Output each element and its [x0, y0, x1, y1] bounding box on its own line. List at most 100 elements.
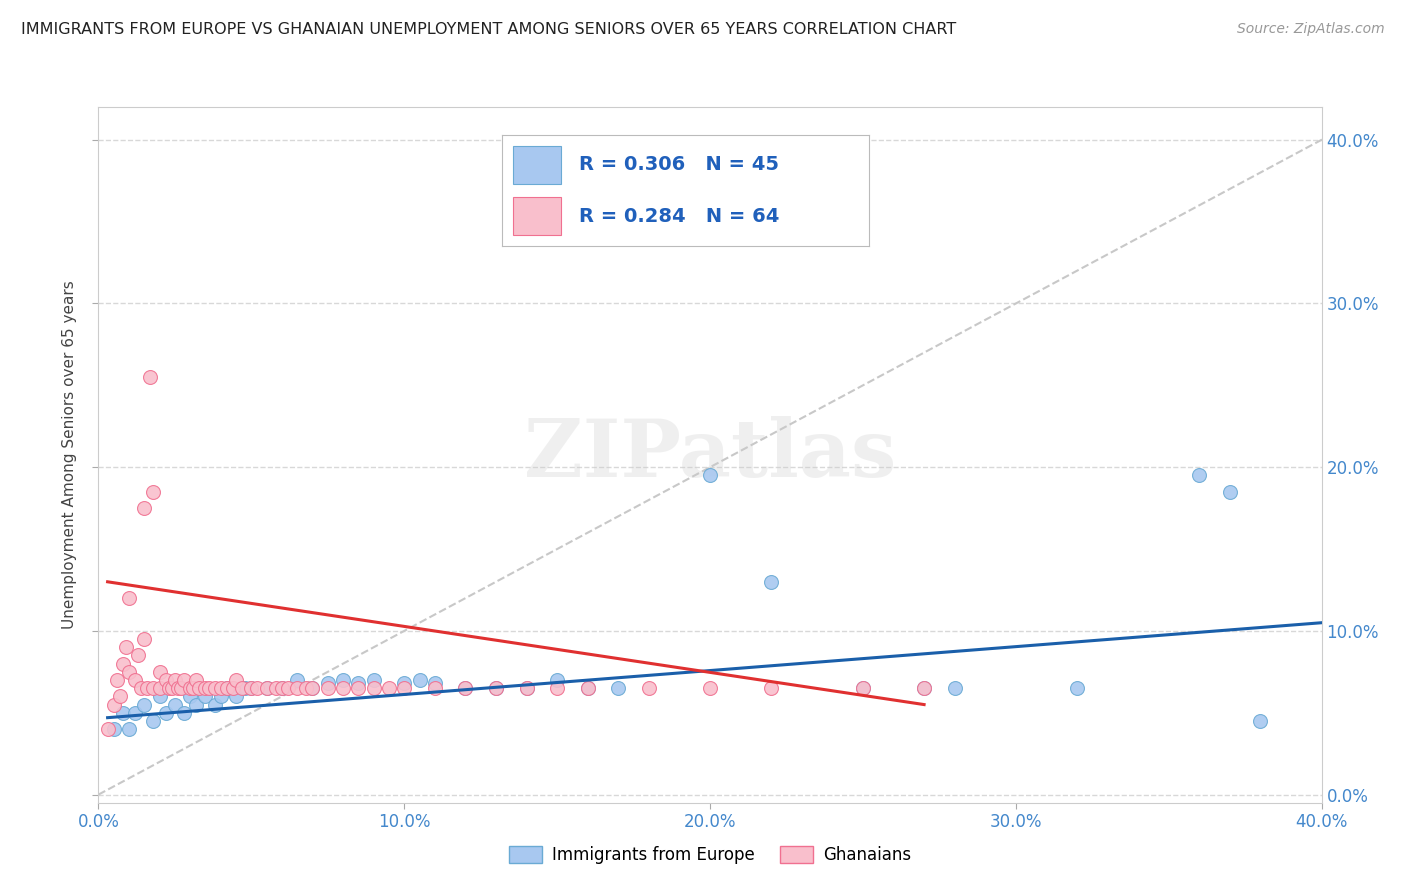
Point: [759, 574, 782, 589]
Point: [142, 714, 165, 728]
Point: [423, 676, 446, 690]
Point: [454, 681, 477, 696]
Point: [759, 681, 782, 696]
Point: [139, 370, 162, 384]
Point: [852, 681, 875, 696]
Point: [285, 673, 308, 687]
Point: [179, 690, 201, 704]
Text: Source: ZipAtlas.com: Source: ZipAtlas.com: [1237, 22, 1385, 37]
Point: [408, 673, 430, 687]
Point: [115, 640, 138, 655]
Point: [197, 681, 219, 696]
Point: [97, 722, 120, 736]
Point: [295, 681, 318, 696]
Point: [157, 681, 180, 696]
Point: [134, 632, 156, 646]
Point: [118, 665, 141, 679]
Point: [111, 657, 134, 671]
Point: [607, 681, 630, 696]
Point: [160, 681, 183, 696]
Point: [943, 681, 966, 696]
Point: [699, 468, 721, 483]
Point: [347, 681, 370, 696]
Point: [454, 681, 477, 696]
Point: [1066, 681, 1088, 696]
Point: [240, 681, 263, 696]
Point: [163, 673, 186, 687]
Point: [149, 690, 172, 704]
Point: [546, 681, 568, 696]
Point: [149, 681, 172, 696]
Point: [270, 681, 292, 696]
Point: [118, 591, 141, 606]
Point: [204, 698, 226, 712]
Point: [127, 648, 149, 663]
Point: [485, 681, 508, 696]
Point: [392, 681, 416, 696]
Point: [231, 681, 253, 696]
Point: [392, 676, 416, 690]
Point: [194, 681, 217, 696]
Point: [134, 698, 156, 712]
Point: [118, 722, 141, 736]
Point: [285, 681, 308, 696]
Point: [240, 681, 263, 696]
Point: [516, 681, 538, 696]
Point: [173, 706, 195, 720]
Point: [155, 706, 177, 720]
Point: [332, 673, 354, 687]
Y-axis label: Unemployment Among Seniors over 65 years: Unemployment Among Seniors over 65 years: [62, 281, 77, 629]
Point: [155, 673, 177, 687]
Point: [194, 690, 217, 704]
Point: [277, 681, 299, 696]
Point: [246, 681, 269, 696]
Point: [699, 681, 721, 696]
Point: [576, 681, 599, 696]
Legend: Immigrants from Europe, Ghanaians: Immigrants from Europe, Ghanaians: [502, 839, 918, 871]
Point: [105, 673, 128, 687]
Point: [142, 681, 165, 696]
Point: [637, 681, 661, 696]
Point: [852, 681, 875, 696]
Point: [163, 698, 186, 712]
Point: [111, 706, 134, 720]
Point: [332, 681, 354, 696]
Point: [363, 673, 385, 687]
Point: [124, 673, 146, 687]
Point: [301, 681, 323, 696]
Text: IMMIGRANTS FROM EUROPE VS GHANAIAN UNEMPLOYMENT AMONG SENIORS OVER 65 YEARS CORR: IMMIGRANTS FROM EUROPE VS GHANAIAN UNEMP…: [21, 22, 956, 37]
Point: [222, 681, 245, 696]
Point: [347, 676, 370, 690]
Point: [423, 681, 446, 696]
Point: [576, 681, 599, 696]
Point: [215, 681, 238, 696]
Point: [912, 681, 935, 696]
Point: [270, 681, 292, 696]
Point: [546, 673, 568, 687]
Text: ZIPatlas: ZIPatlas: [524, 416, 896, 494]
Point: [256, 681, 278, 696]
Point: [103, 722, 125, 736]
Point: [124, 706, 146, 720]
Point: [209, 681, 232, 696]
Point: [485, 681, 508, 696]
Point: [1219, 484, 1241, 499]
Point: [149, 665, 172, 679]
Point: [170, 681, 193, 696]
Point: [136, 681, 159, 696]
Point: [363, 681, 385, 696]
Point: [209, 690, 232, 704]
Point: [103, 698, 125, 712]
Point: [188, 681, 211, 696]
Point: [186, 698, 208, 712]
Point: [378, 681, 401, 696]
Point: [215, 681, 238, 696]
Point: [233, 681, 256, 696]
Point: [204, 681, 226, 696]
Point: [316, 676, 339, 690]
Point: [301, 681, 323, 696]
Point: [1188, 468, 1211, 483]
Point: [912, 681, 935, 696]
Point: [225, 690, 247, 704]
Point: [264, 681, 287, 696]
